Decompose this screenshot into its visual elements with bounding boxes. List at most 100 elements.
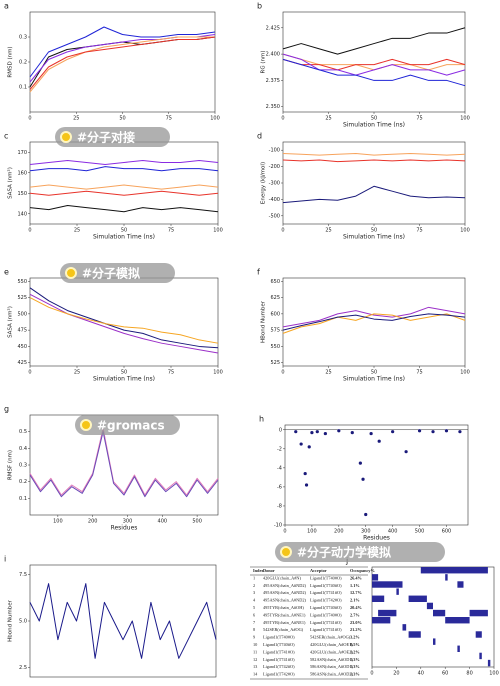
y-tick-label: -2 [277, 446, 282, 452]
table-cell: 6 [253, 612, 256, 617]
series-line [29, 26, 216, 78]
table-cell: Ligand1(T741#O) [310, 627, 342, 632]
y-tick-label: 160 [17, 170, 27, 176]
y-tick-label: -6 [277, 484, 282, 490]
table-cell: 1.3% [350, 664, 360, 669]
series-line [29, 293, 219, 354]
x-tick-label: 100 [307, 529, 317, 535]
point [350, 431, 354, 435]
point [310, 431, 314, 435]
y-tick-label: 425 [17, 360, 27, 366]
y-tick-label: 600 [270, 311, 280, 317]
y-tick-label: 5.0 [19, 619, 27, 625]
x-tick-label: 50 [121, 228, 127, 234]
x-tick-label: 400 [388, 529, 398, 535]
watermark-text: #分子对接 [77, 130, 135, 145]
x-axis-label: Residues [111, 525, 138, 532]
x-tick-label: 75 [168, 370, 174, 376]
table-cell: 2.1% [350, 598, 360, 603]
point [458, 430, 462, 434]
table-cell: 12 [253, 657, 257, 662]
table-cell: 495TYR(chain_A#NE1) [263, 620, 306, 625]
y-tick-label: 2.400 [266, 52, 280, 58]
x-tick-label: 500 [415, 529, 425, 535]
x-axis-label: Simulation Time (ns) [343, 376, 405, 383]
x-tick-label: 75 [416, 228, 422, 234]
y-tick-label: 0.3 [19, 463, 27, 469]
panel-label: h [259, 415, 264, 424]
y-tick-label: 170 [17, 150, 27, 156]
x-tick-label: 200 [334, 529, 344, 535]
watermark-text: #分子动力学模拟 [297, 545, 391, 560]
table-cell: 1.1% [350, 583, 360, 588]
table-header: Occupancy% [350, 568, 375, 573]
x-tick-label: 25 [74, 370, 80, 376]
x-tick-label: 0 [28, 370, 31, 376]
series-line [29, 36, 215, 93]
y-tick-label: 650 [270, 279, 280, 285]
occupancy-segment [445, 574, 448, 581]
x-tick-label: 100 [460, 370, 470, 376]
table-cell: 420GLU(chain_A#OE2) [310, 649, 353, 654]
y-tick-label: 2.350 [266, 104, 280, 110]
x-tick-label: 40 [418, 671, 424, 677]
table-header: Acceptor [310, 568, 327, 573]
series-line [282, 313, 466, 334]
panel-label: g [4, 405, 9, 414]
series-line [282, 27, 466, 55]
table-cell: 420GLU(chain_A#N) [263, 575, 302, 580]
x-axis-label: Simulation Time (ns) [343, 122, 405, 129]
panel-label: a [4, 2, 9, 11]
panel-label: d [257, 132, 262, 141]
occupancy-segment [475, 631, 482, 638]
x-tick-label: 100 [53, 519, 63, 525]
table-header: Donor [263, 568, 275, 573]
y-tick-label: 150 [17, 191, 27, 197]
series-line [29, 297, 219, 344]
point [364, 512, 368, 517]
y-tick-label: 2.425 [266, 25, 280, 31]
table-cell: Ligand1(T740#O) [310, 612, 342, 617]
x-tick-label: 80 [466, 671, 472, 677]
table-cell: 5 [253, 605, 255, 610]
plot-frame [29, 564, 217, 678]
watermark-text: #gromacs [97, 419, 165, 433]
occupancy-segment [372, 574, 379, 581]
table-cell: 495ASN(chain_A#ND2) [263, 583, 307, 588]
point [417, 429, 422, 433]
occupancy-segment [408, 595, 427, 602]
y-axis-label: Hbond Number [8, 599, 14, 642]
y-tick-label: 0.1 [19, 85, 27, 91]
occupancy-segment [433, 638, 436, 645]
series-line [29, 184, 219, 190]
point [358, 461, 362, 465]
x-tick-label: 25 [325, 370, 331, 376]
table-cell: 23.0% [350, 620, 362, 625]
point [404, 450, 408, 454]
x-tick-label: 400 [158, 519, 168, 525]
y-tick-label: 0.2 [19, 60, 27, 66]
x-tick-label: 50 [371, 228, 377, 234]
watermark-text: #分子模拟 [82, 266, 140, 281]
x-tick-label: 75 [416, 370, 422, 376]
series-line [282, 313, 466, 331]
point [337, 429, 341, 433]
series-line [282, 58, 466, 87]
x-tick-label: 100 [213, 228, 223, 234]
x-tick-label: 100 [213, 370, 223, 376]
x-tick-label: 100 [210, 116, 220, 122]
y-tick-label: -200 [269, 164, 280, 170]
table-cell: 2 [253, 583, 255, 588]
watermark-pill [60, 263, 175, 283]
x-tick-label: 25 [74, 228, 80, 234]
point [299, 442, 303, 446]
point [304, 483, 309, 487]
point [303, 471, 307, 476]
y-tick-label: -300 [269, 181, 280, 187]
panel-label: e [4, 268, 9, 277]
table-cell: 1.3% [350, 657, 360, 662]
table-cell: 20.4% [350, 605, 362, 610]
point [444, 429, 449, 433]
occupancy-segment [445, 617, 470, 624]
